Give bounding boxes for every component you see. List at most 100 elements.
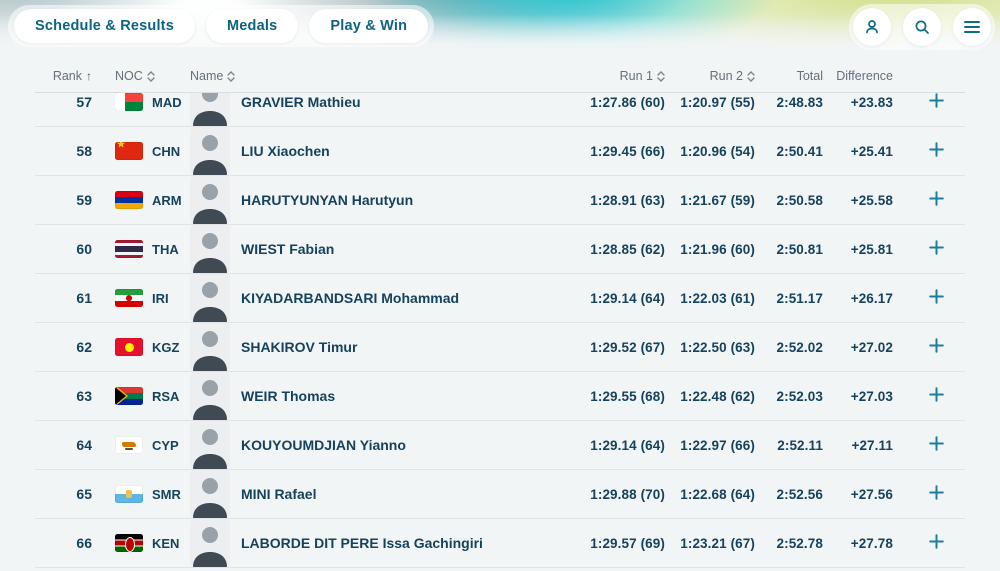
total-value: 2:51.17 <box>776 290 823 306</box>
header-actions <box>849 4 995 50</box>
run1-value: 1:27.86 (60) <box>590 94 665 110</box>
difference-value: +23.83 <box>850 94 893 110</box>
column-header-name[interactable]: Name <box>185 69 555 83</box>
plus-icon <box>928 436 944 454</box>
run2-value: 1:22.97 (66) <box>680 437 755 453</box>
plus-icon <box>928 93 944 111</box>
expand-row-button[interactable] <box>922 382 950 410</box>
table-row: 58 CHN LIU Xiaochen 1:29.45 (66) 1:20.96… <box>35 127 965 176</box>
search-button[interactable] <box>903 8 941 46</box>
run2-value: 1:22.03 (61) <box>680 290 755 306</box>
total-value: 2:52.03 <box>776 388 823 404</box>
run2-value: 1:20.97 (55) <box>680 94 755 110</box>
country-flag-icon <box>115 191 143 209</box>
noc-cell: THA <box>92 240 185 258</box>
total-value: 2:52.02 <box>776 339 823 355</box>
noc-code: CYP <box>152 437 179 453</box>
tab-medals[interactable]: Medals <box>205 9 299 43</box>
menu-button[interactable] <box>953 8 991 46</box>
expand-cell <box>893 284 965 312</box>
expand-cell <box>893 529 965 557</box>
expand-cell <box>893 431 965 459</box>
difference-value: +27.02 <box>850 339 893 355</box>
run2-value: 1:20.96 (54) <box>680 143 755 159</box>
rank-value: 64 <box>76 437 92 453</box>
total-value: 2:52.11 <box>777 437 823 453</box>
noc-cell: IRI <box>92 289 185 307</box>
rank-value: 60 <box>76 241 92 257</box>
column-label-noc: NOC <box>115 69 143 83</box>
plus-icon <box>928 534 944 552</box>
table-row: 63 RSA WEIR Thomas 1:29.55 (68) 1:22.48 … <box>35 372 965 421</box>
plus-icon <box>928 142 944 160</box>
sort-ascending-icon: ↑ <box>86 69 92 83</box>
table-header-row: Rank ↑ NOC Name Run 1 Run 2 <box>35 60 965 93</box>
search-icon <box>913 18 931 36</box>
rank-value: 63 <box>76 388 92 404</box>
table-row: 64 CYP KOUYOUMDJIAN Yianno 1:29.14 (64) … <box>35 421 965 470</box>
run2-value: 1:21.96 (60) <box>680 241 755 257</box>
expand-row-button[interactable] <box>922 235 950 263</box>
athlete-name: LIU Xiaochen <box>241 143 330 159</box>
column-label-run2: Run 2 <box>709 69 743 83</box>
expand-row-button[interactable] <box>922 431 950 459</box>
total-value: 2:52.78 <box>776 535 823 551</box>
column-label-run1: Run 1 <box>619 69 653 83</box>
noc-code: SMR <box>152 486 181 502</box>
column-header-noc[interactable]: NOC <box>92 69 185 83</box>
tab-schedule-results[interactable]: Schedule & Results <box>14 9 195 43</box>
run1-value: 1:29.88 (70) <box>590 486 665 502</box>
difference-value: +25.41 <box>850 143 893 159</box>
athlete-photo <box>190 372 230 420</box>
run2-value: 1:23.21 (67) <box>680 535 755 551</box>
athlete-name: GRAVIER Mathieu <box>241 94 361 110</box>
noc-code: IRI <box>152 290 169 306</box>
expand-cell <box>893 93 965 116</box>
expand-row-button[interactable] <box>922 93 950 116</box>
table-row: 66 KEN LABORDE DIT PERE Issa Gachingiri … <box>35 519 965 568</box>
run1-value: 1:29.14 (64) <box>590 437 665 453</box>
noc-code: KGZ <box>152 339 180 355</box>
athlete-name: LABORDE DIT PERE Issa Gachingiri <box>241 535 483 551</box>
athlete-photo <box>190 274 230 322</box>
run1-value: 1:29.14 (64) <box>590 290 665 306</box>
expand-cell <box>893 382 965 410</box>
table-row: 65 SMR MINI Rafael 1:29.88 (70) 1:22.68 … <box>35 470 965 519</box>
table-row: 57 MAD GRAVIER Mathieu 1:27.86 (60) 1:20… <box>35 93 965 127</box>
rank-value: 65 <box>76 486 92 502</box>
column-header-run1[interactable]: Run 1 <box>555 69 665 83</box>
total-value: 2:52.56 <box>776 486 823 502</box>
column-header-run2[interactable]: Run 2 <box>665 69 755 83</box>
table-row: 59 ARM HARUTYUNYAN Harutyun 1:28.91 (63)… <box>35 176 965 225</box>
noc-cell: CYP <box>92 436 185 454</box>
expand-row-button[interactable] <box>922 529 950 557</box>
column-label-difference: Difference <box>836 69 893 83</box>
profile-button[interactable] <box>853 8 891 46</box>
run1-value: 1:29.45 (66) <box>590 143 665 159</box>
expand-row-button[interactable] <box>922 333 950 361</box>
expand-row-button[interactable] <box>922 137 950 165</box>
plus-icon <box>928 387 944 405</box>
run2-value: 1:22.48 (62) <box>680 388 755 404</box>
table-row: 61 IRI KIYADARBANDSARI Mohammad 1:29.14 … <box>35 274 965 323</box>
column-header-difference: Difference <box>823 69 893 83</box>
athlete-cell: WEIR Thomas <box>185 372 555 420</box>
country-flag-icon <box>115 436 143 454</box>
noc-code: KEN <box>152 535 180 551</box>
noc-cell: ARM <box>92 191 185 209</box>
total-value: 2:50.58 <box>776 192 823 208</box>
run2-value: 1:22.50 (63) <box>680 339 755 355</box>
difference-value: +27.11 <box>851 437 893 453</box>
noc-cell: KEN <box>92 534 185 552</box>
expand-row-button[interactable] <box>922 284 950 312</box>
expand-row-button[interactable] <box>922 480 950 508</box>
difference-value: +26.17 <box>850 290 893 306</box>
country-flag-icon <box>115 387 143 405</box>
expand-row-button[interactable] <box>922 186 950 214</box>
athlete-photo <box>190 519 230 567</box>
profile-icon <box>863 18 881 36</box>
column-header-rank[interactable]: Rank ↑ <box>35 69 92 83</box>
noc-cell: SMR <box>92 485 185 503</box>
tab-play-win[interactable]: Play & Win <box>309 9 429 43</box>
rank-value: 62 <box>76 339 92 355</box>
